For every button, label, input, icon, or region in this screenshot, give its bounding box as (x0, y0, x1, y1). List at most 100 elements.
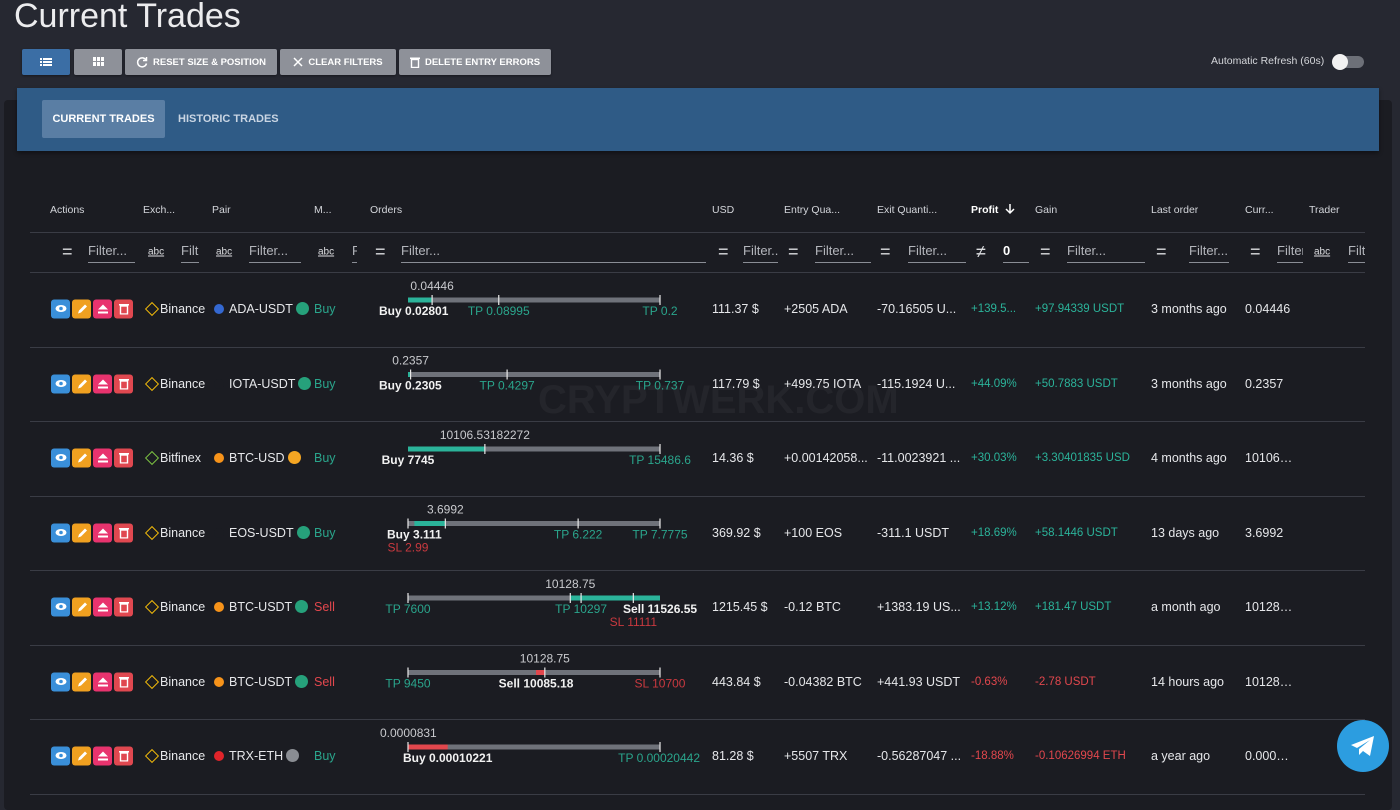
exchange: Bitfinex (160, 451, 201, 465)
last-order: 4 months ago (1151, 451, 1227, 465)
row-separator (30, 570, 1365, 571)
quote-coin-icon (286, 749, 300, 762)
action-button[interactable] (93, 523, 112, 542)
delete-errors-button[interactable]: DELETE ENTRY ERRORS (399, 49, 551, 75)
filter-input[interactable]: 0 (1003, 240, 1029, 263)
filter-input[interactable]: Filter... (1189, 240, 1229, 263)
filter-operator: = (1156, 241, 1167, 262)
action-button[interactable] (51, 672, 70, 691)
action-button[interactable] (93, 746, 112, 766)
button-label: RESET SIZE & POSITION (153, 56, 266, 68)
filter-input[interactable]: Filter... (908, 240, 966, 263)
filter-input[interactable]: Filter... (743, 240, 778, 263)
action-button[interactable] (93, 448, 112, 468)
refresh-label: Automatic Refresh (60s) (1211, 55, 1325, 67)
row-separator (30, 421, 1365, 422)
action-icon (77, 528, 87, 537)
clear-filters-button[interactable]: CLEAR FILTERS (280, 49, 396, 75)
tab-current[interactable]: CURRENT TRADES (42, 100, 165, 138)
action-icon (97, 602, 108, 612)
action-button[interactable] (114, 672, 133, 691)
list-view-button[interactable] (22, 49, 70, 75)
current-price: 10128.75 (1245, 600, 1295, 614)
action-button[interactable] (114, 299, 133, 319)
action-icon (97, 528, 108, 537)
action-button[interactable] (114, 746, 133, 766)
side: Buy (314, 749, 336, 763)
action-button[interactable] (114, 597, 133, 617)
filter-input[interactable]: Filter... (1348, 240, 1365, 263)
tab-historic[interactable]: HISTORIC TRADES (178, 113, 279, 125)
action-icon (55, 454, 66, 461)
refresh-toggle[interactable] (1332, 54, 1364, 70)
action-button[interactable] (72, 374, 91, 393)
action-button[interactable] (72, 448, 91, 468)
quote-coin-icon (295, 674, 309, 688)
action-button[interactable] (51, 523, 70, 542)
gain: -0.10626994 ETH (1035, 750, 1126, 762)
watermark: CRYPTWERK.COM (538, 378, 899, 423)
exit-quantity: -311.1 USDT (877, 525, 950, 540)
row-separator (30, 347, 1365, 348)
action-icon (55, 528, 66, 536)
action-icon (97, 379, 108, 388)
action-icon (118, 751, 129, 762)
close-icon (293, 57, 303, 67)
entry-quantity: +499.75 IOTA (784, 376, 862, 391)
quote-coin-icon (287, 451, 301, 464)
action-button[interactable] (72, 746, 91, 766)
filter-operator: abc (1314, 246, 1331, 258)
usd: 14.36 $ (712, 451, 754, 465)
action-button[interactable] (72, 672, 91, 691)
last-order: 3 months ago (1151, 302, 1227, 316)
filter-input[interactable]: Filter... (1067, 240, 1145, 263)
filter-operator: = (1040, 241, 1051, 262)
trash-icon (409, 57, 420, 68)
filter-input[interactable]: Filter... (181, 240, 199, 263)
action-button[interactable] (51, 597, 70, 617)
action-button[interactable] (72, 597, 91, 617)
action-button[interactable] (51, 374, 70, 393)
toggle-knob (1332, 54, 1348, 70)
action-button[interactable] (51, 746, 70, 766)
action-icon (77, 677, 87, 686)
exit-quantity: +1383.19 US... (877, 600, 961, 614)
filter-operator: = (375, 241, 386, 262)
side: Buy (314, 451, 336, 465)
action-button[interactable] (72, 523, 91, 542)
filter-input[interactable]: Filter... (88, 240, 135, 263)
action-button[interactable] (114, 523, 133, 542)
action-button[interactable] (93, 597, 112, 617)
last-order: 13 days ago (1151, 525, 1220, 540)
trades-panel (4, 100, 1392, 810)
usd: 111.37 $ (712, 302, 759, 316)
grid-view-button[interactable] (74, 49, 122, 75)
button-label: DELETE ENTRY ERRORS (424, 56, 541, 68)
filter-input[interactable]: Filter... (1277, 240, 1303, 263)
action-button[interactable] (114, 374, 133, 393)
column-header: Pair (212, 204, 231, 216)
filter-input[interactable]: Filter... (352, 240, 357, 263)
telegram-button[interactable] (1337, 720, 1389, 772)
exit-quantity: +441.93 USDT (877, 674, 961, 689)
action-button[interactable] (51, 448, 70, 468)
filter-input[interactable]: Filter... (249, 240, 301, 263)
base-coin-icon (214, 378, 224, 389)
action-button[interactable] (72, 299, 91, 319)
action-icon (55, 677, 66, 685)
action-button[interactable] (93, 672, 112, 691)
action-button[interactable] (51, 299, 70, 319)
reset-button[interactable]: RESET SIZE & POSITION (125, 49, 277, 75)
filter-input[interactable]: Filter... (401, 240, 706, 263)
action-button[interactable] (93, 299, 112, 319)
action-button[interactable] (114, 448, 133, 468)
column-header: Curr... (1245, 204, 1274, 216)
base-coin-icon (214, 602, 224, 612)
action-button[interactable] (93, 374, 112, 393)
action-icon (118, 676, 129, 687)
filter-input[interactable]: Filter... (815, 240, 871, 263)
column-header: USD (712, 204, 735, 216)
gain: -2.78 USDT (1035, 675, 1096, 688)
last-order: a year ago (1151, 749, 1211, 763)
entry-quantity: +5507 TRX (784, 749, 848, 763)
